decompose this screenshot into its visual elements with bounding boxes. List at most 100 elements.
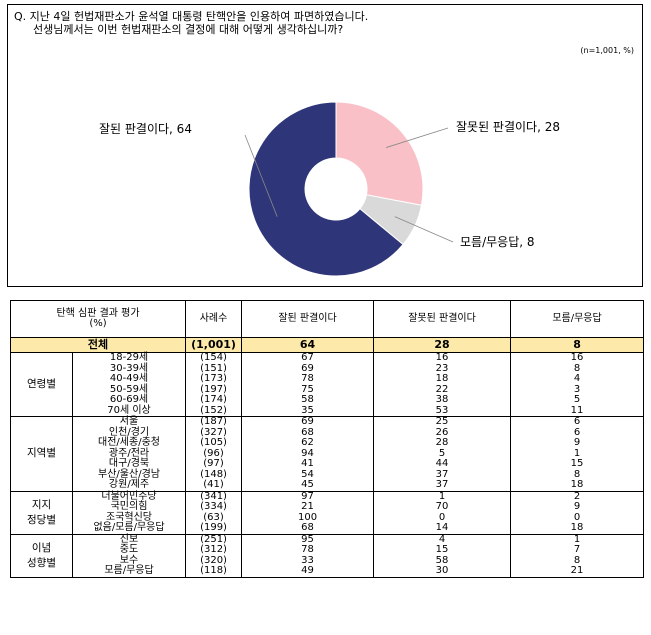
header-col-bad: 잘못된 판결이다 [373, 300, 512, 338]
row-value: 15 [373, 544, 511, 556]
row-n: (197) [185, 384, 242, 395]
leader-line [394, 216, 454, 243]
row-value: 38 [373, 394, 511, 406]
chart-panel: Q. 지난 4일 헌법재판소가 윤석열 대통령 탄핵안을 인용하여 파면하였습니… [7, 4, 643, 287]
table-row: 모름/무응답 (118) 49 30 21 [11, 565, 644, 578]
row-value: 5 [510, 394, 644, 406]
row-value: 9 [510, 437, 644, 449]
donut-chart [244, 101, 454, 277]
crosstab-table: 탄핵 심판 결과 평가 (%) 사례수 잘된 판결이다 잘못된 판결이다 모름/… [9, 300, 645, 578]
table-row: 30-39세 (151) 69 23 8 [11, 362, 644, 374]
table-row: 대구/경북 (97) 41 44 15 [11, 458, 644, 470]
header-col-n: 사례수 [185, 300, 243, 338]
row-value: 4 [373, 534, 511, 545]
row-value: 67 [241, 352, 374, 364]
row-n: (1,001) [185, 337, 242, 353]
slice-bad [335, 101, 424, 206]
row-value: 8 [510, 469, 644, 480]
row-value: 21 [510, 565, 644, 578]
row-value: 22 [373, 384, 511, 395]
row-value: 44 [373, 458, 511, 470]
row-value: 15 [510, 458, 644, 470]
row-value: 14 [373, 522, 511, 535]
row-value: 6 [510, 427, 644, 438]
table-row: 국민의힘 (334) 21 70 9 [11, 501, 644, 513]
table-row: 조국혁신당 (63) 100 0 0 [11, 512, 644, 523]
row-value: 8 [510, 363, 644, 374]
row-value: 5 [373, 448, 511, 459]
row-value: 2 [510, 491, 644, 502]
row-value: 64 [241, 337, 374, 353]
header-title-cell: 탄핵 심판 결과 평가 (%) [9, 300, 187, 338]
table-row-total: 전체 (1,001) 64 28 8 [10, 337, 644, 353]
slice-label-dk: 모름/무응답, 8 [460, 235, 535, 249]
row-n: (152) [185, 405, 242, 417]
table-row: 광주/전라 (96) 94 5 1 [11, 447, 644, 459]
row-value: 25 [373, 416, 511, 428]
row-value: 18 [510, 479, 644, 492]
row-n: (199) [185, 522, 242, 535]
row-n: (105) [185, 437, 242, 449]
question-line-1: Q. 지난 4일 헌법재판소가 윤석열 대통령 탄핵안을 인용하여 파면하였습니… [14, 10, 369, 23]
row-n: (327) [185, 427, 242, 438]
row-value: 41 [241, 458, 374, 470]
table-row: 인천/경기 (327) 68 26 6 [11, 427, 644, 438]
row-value: 37 [373, 479, 511, 492]
row-n: (174) [185, 394, 242, 406]
row-value: 78 [241, 373, 374, 385]
question-line-2: 선생님께서는 이번 헌법재판소의 결정에 대해 어떻게 생각하십니까? [33, 23, 344, 36]
header-unit: (%) [89, 318, 107, 329]
row-label: 국민의힘 [110, 501, 148, 512]
row-value: 0 [510, 512, 644, 523]
slice-good [248, 101, 404, 277]
group-label: 이념 성향별 [10, 533, 73, 578]
row-n: (41) [185, 479, 242, 492]
row-label: 진보 [119, 533, 139, 545]
row-n: (154) [185, 352, 242, 364]
row-label: 70세 이상 [72, 405, 186, 417]
table-row: 대전/세종/충청 (105) 62 28 9 [11, 437, 644, 449]
row-n: (251) [185, 534, 242, 545]
row-value: 45 [241, 479, 374, 492]
row-value: 30 [373, 565, 511, 578]
header-col-good: 잘된 판결이다 [241, 300, 375, 338]
row-value: 37 [373, 469, 511, 480]
row-n: (341) [185, 491, 242, 502]
row-value: 49 [241, 565, 374, 578]
row-value: 16 [373, 352, 511, 364]
row-label: 강원/제주 [72, 479, 186, 492]
row-value: 62 [241, 437, 374, 449]
row-value: 23 [373, 363, 511, 374]
table-row: 60-69세 (174) 58 38 5 [11, 394, 644, 406]
row-value: 3 [510, 384, 644, 395]
row-label: 대구/경북 [108, 458, 150, 469]
row-value: 68 [241, 522, 374, 535]
row-n: (320) [185, 555, 242, 566]
row-value: 58 [241, 394, 374, 406]
crosstab-table-wrap: 탄핵 심판 결과 평가 (%) 사례수 잘된 판결이다 잘못된 판결이다 모름/… [9, 300, 645, 578]
row-label: 서울 [119, 416, 139, 427]
row-value: 26 [373, 427, 511, 438]
table-row: 지지 정당별 더불어민주당 (341) 97 1 2 [10, 490, 644, 535]
row-label: 전체 [10, 337, 186, 353]
row-n: (63) [185, 512, 242, 523]
table-row: 40-49세 (173) 78 18 4 [11, 373, 644, 385]
row-value: 8 [510, 337, 644, 353]
row-value: 58 [373, 555, 511, 566]
row-value: 69 [241, 363, 374, 374]
row-value: 28 [373, 337, 511, 353]
row-value: 70 [373, 501, 511, 513]
row-label: 40-49세 [109, 373, 149, 384]
header-col-dk: 모름/무응답 [510, 300, 645, 338]
sample-size-note: (n=1,001, %) [580, 46, 634, 55]
row-value: 6 [510, 416, 644, 428]
row-value: 18 [373, 373, 511, 385]
row-value: 95 [241, 534, 374, 545]
group-label: 지역별 [10, 416, 73, 492]
row-n: (334) [185, 501, 242, 513]
row-n: (97) [185, 458, 242, 470]
row-value: 35 [241, 405, 374, 417]
row-label: 광주/전라 [108, 447, 150, 459]
row-label: 30-39세 [109, 362, 149, 374]
row-value: 69 [241, 416, 374, 428]
